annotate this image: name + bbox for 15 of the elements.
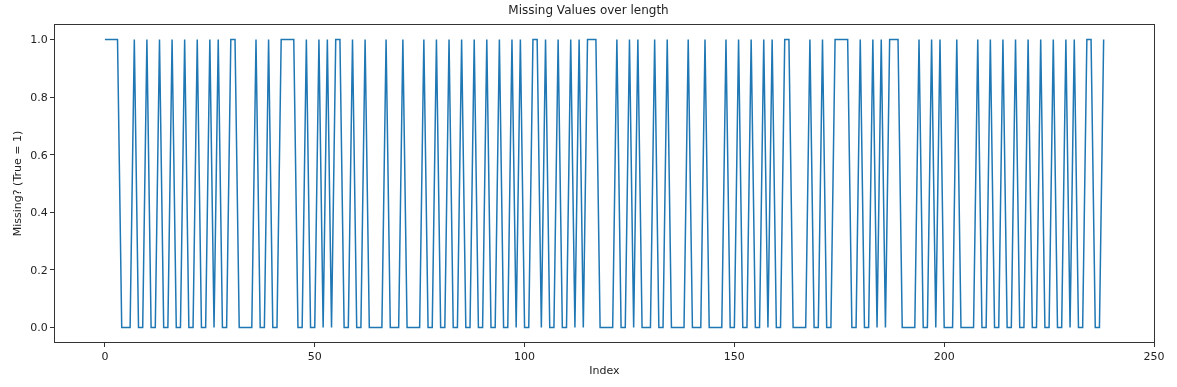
x-tick-label: 150: [723, 350, 745, 364]
y-axis-title: Missing? (True = 1): [10, 130, 24, 237]
y-tick-label: 0.8: [30, 90, 48, 104]
y-tick-label: 0.4: [30, 206, 48, 220]
chart-title: Missing Values over length: [508, 3, 669, 18]
x-tick-label: 200: [933, 350, 955, 364]
y-tick-label: 0.2: [30, 263, 48, 277]
x-tick-label: 100: [514, 350, 536, 364]
x-tick-label: 50: [307, 350, 322, 364]
y-tick-label: 1.0: [30, 33, 48, 47]
y-tick-label: 0.0: [30, 321, 48, 335]
y-tick-label: 0.6: [30, 148, 48, 162]
x-axis-title: Index: [589, 364, 621, 378]
x-tick-label: 0: [101, 350, 109, 364]
x-tick-label: 250: [1143, 350, 1165, 364]
